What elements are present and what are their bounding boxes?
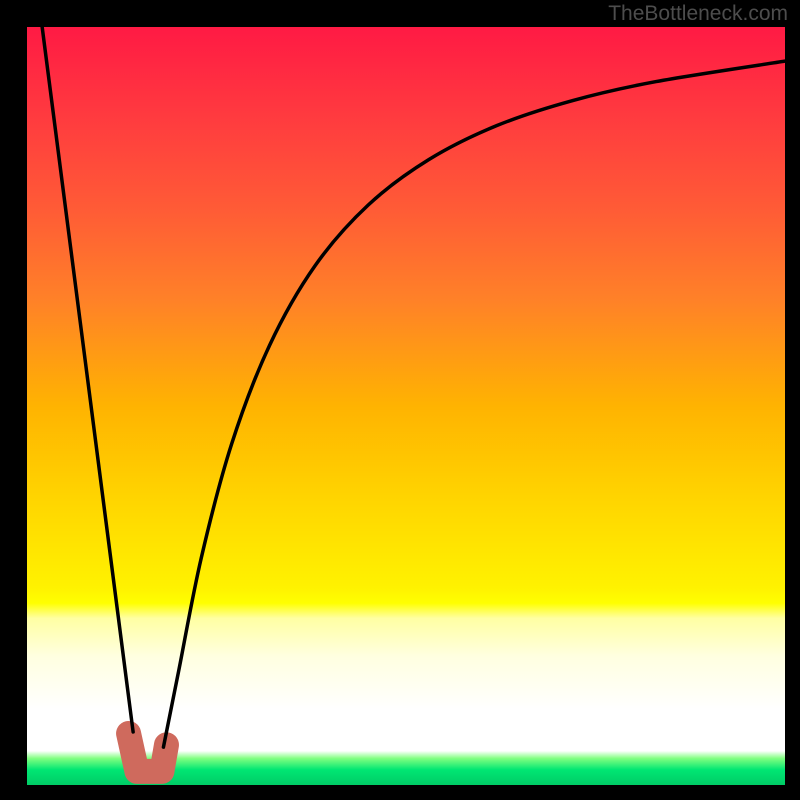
watermark-text: TheBottleneck.com — [608, 2, 788, 26]
chart-plot-area — [27, 27, 785, 785]
gradient-background — [27, 27, 785, 785]
chart-svg — [27, 27, 785, 785]
